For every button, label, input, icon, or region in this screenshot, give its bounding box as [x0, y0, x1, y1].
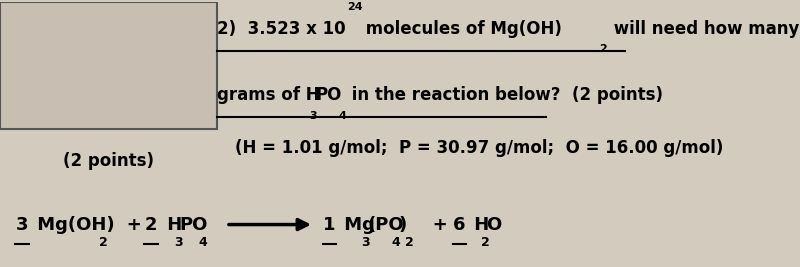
- Text: molecules of Mg(OH): molecules of Mg(OH): [360, 20, 562, 38]
- Text: will need how many: will need how many: [608, 20, 800, 38]
- Text: O: O: [486, 216, 502, 234]
- Text: in the reaction below?  (2 points): in the reaction below? (2 points): [346, 86, 663, 104]
- Text: 2: 2: [145, 216, 157, 234]
- Text: H: H: [161, 216, 182, 234]
- FancyBboxPatch shape: [0, 2, 217, 129]
- Text: 3: 3: [16, 216, 28, 234]
- Text: 6: 6: [454, 216, 466, 234]
- Text: 4: 4: [198, 236, 207, 249]
- Text: PO: PO: [179, 216, 207, 234]
- Text: 1: 1: [323, 216, 336, 234]
- Text: (2 points): (2 points): [62, 152, 154, 170]
- Text: 3: 3: [174, 236, 182, 249]
- Text: 2: 2: [405, 236, 414, 249]
- Text: H: H: [468, 216, 490, 234]
- Text: 3: 3: [309, 111, 317, 120]
- Text: 4: 4: [392, 236, 401, 249]
- Text: 2)  3.523 x 10: 2) 3.523 x 10: [217, 20, 346, 38]
- Text: 24: 24: [347, 2, 363, 12]
- Text: (PO: (PO: [367, 216, 404, 234]
- Text: Mg(OH): Mg(OH): [31, 216, 115, 234]
- Text: 2: 2: [98, 236, 107, 249]
- Text: +: +: [108, 216, 142, 234]
- Text: 2: 2: [481, 236, 490, 249]
- Text: PO: PO: [316, 86, 342, 104]
- Text: Mg: Mg: [338, 216, 375, 234]
- Text: +: +: [414, 216, 448, 234]
- Text: grams of H: grams of H: [217, 86, 319, 104]
- Text: (H = 1.01 g/mol;  P = 30.97 g/mol;  O = 16.00 g/mol): (H = 1.01 g/mol; P = 30.97 g/mol; O = 16…: [235, 139, 724, 157]
- Text: 4: 4: [338, 111, 346, 120]
- Text: 2: 2: [599, 44, 607, 54]
- Text: ): ): [398, 216, 407, 234]
- Text: 3: 3: [361, 236, 370, 249]
